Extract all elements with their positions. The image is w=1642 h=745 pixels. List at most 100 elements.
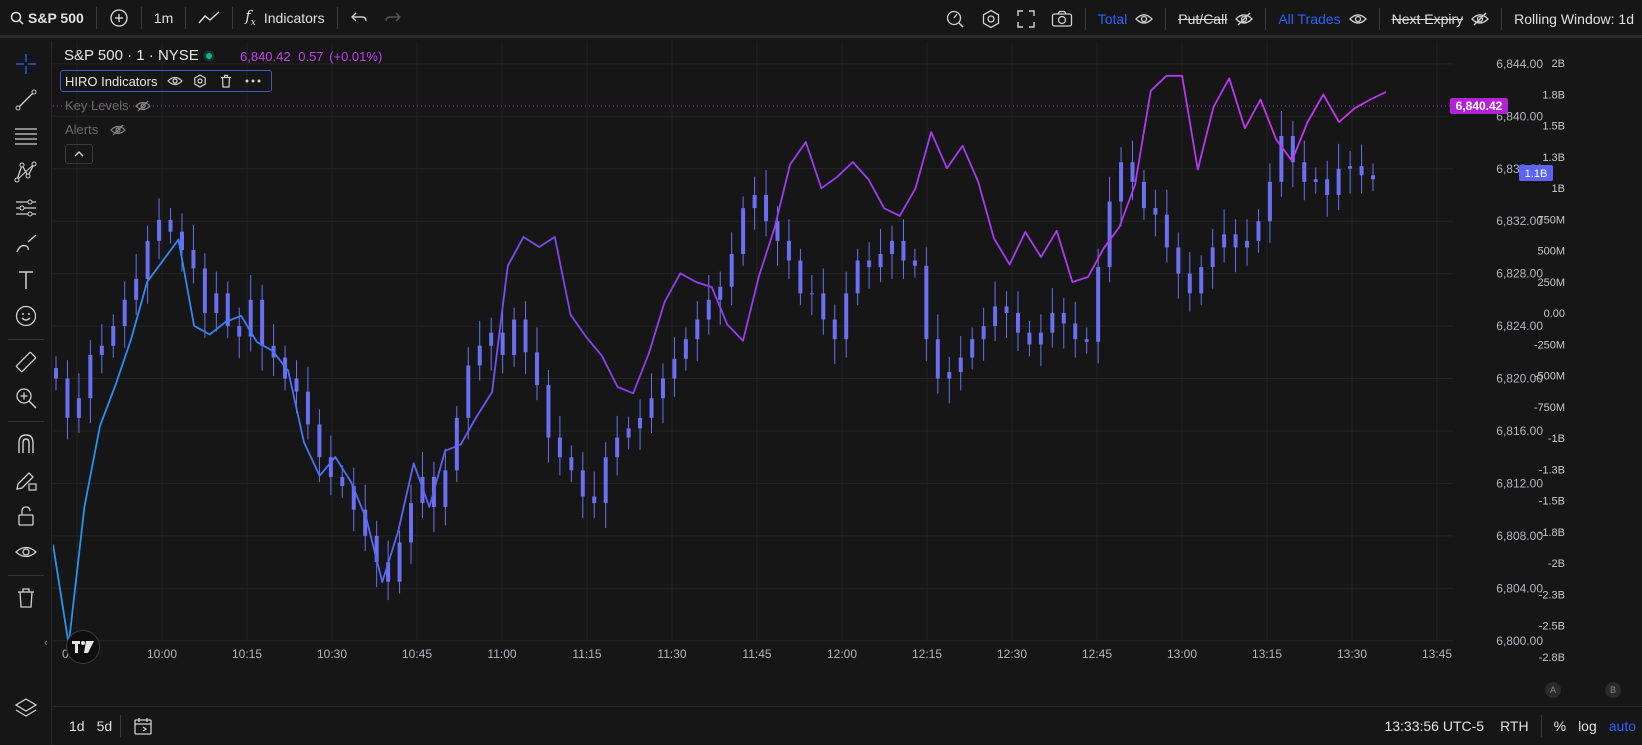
key-levels-label: Key Levels xyxy=(65,98,129,113)
forecast-tool[interactable] xyxy=(13,195,39,221)
session-button[interactable]: RTH xyxy=(1500,718,1529,734)
divider xyxy=(185,6,187,29)
more-icon[interactable] xyxy=(245,79,261,83)
legend-symbol-title[interactable]: S&P 500 · 1 · NYSE xyxy=(64,47,199,64)
candle-body xyxy=(546,385,551,438)
price-tick-label: 6,824.00 xyxy=(1496,319,1543,333)
putcall-toggle[interactable]: Put/Call xyxy=(1170,0,1261,38)
divider xyxy=(1378,8,1380,30)
candle-body xyxy=(1325,179,1330,195)
candle-body xyxy=(603,457,608,504)
undo-button[interactable] xyxy=(342,0,376,35)
legend-price-readout: 6,840.42 0.57 (+0.01%) xyxy=(240,49,382,64)
price-tick-label: 6,840.00 xyxy=(1496,109,1543,123)
candle-body xyxy=(912,260,917,266)
alltrades-toggle[interactable]: All Trades xyxy=(1270,0,1374,38)
scale-a-button[interactable]: A xyxy=(1545,682,1561,698)
candle-body xyxy=(214,293,219,313)
total-toggle[interactable]: Total xyxy=(1090,0,1162,38)
indicators-button[interactable]: fx Indicators xyxy=(237,0,332,35)
drawing-toolbar: ‹ xyxy=(0,41,52,745)
candle-body xyxy=(65,378,70,418)
pencil-lock-icon xyxy=(16,472,37,491)
lock-tool[interactable] xyxy=(13,503,39,529)
goto-date-button[interactable] xyxy=(125,707,161,745)
divider xyxy=(336,6,338,29)
symbol-search[interactable]: S&P 500 xyxy=(0,0,92,35)
eye-icon xyxy=(15,546,37,558)
candle-body xyxy=(294,378,299,392)
time-tick-label: 12:30 xyxy=(997,647,1027,661)
chart-pane[interactable]: 09:4510:0010:1510:3010:4511:0011:1511:30… xyxy=(53,41,1642,669)
eye-icon[interactable] xyxy=(167,75,184,87)
candle-body xyxy=(878,253,883,268)
time-tick-label: 13:30 xyxy=(1337,647,1367,661)
nextexpiry-label: Next Expiry xyxy=(1391,11,1464,27)
redo-button[interactable] xyxy=(376,0,410,35)
candle-body xyxy=(1302,162,1307,182)
candle-body xyxy=(832,319,837,340)
log-scale-button[interactable]: log xyxy=(1578,718,1597,734)
settings-button[interactable] xyxy=(973,0,1009,38)
eye-off-icon[interactable] xyxy=(134,100,151,112)
candle-body xyxy=(993,306,998,327)
undo-icon xyxy=(350,12,367,21)
collapse-sidebar-icon[interactable]: ‹ xyxy=(44,637,48,649)
auto-scale-button[interactable]: auto xyxy=(1608,718,1636,734)
percent-scale-button[interactable]: % xyxy=(1553,718,1567,734)
object-tree-button[interactable] xyxy=(13,695,39,721)
fib-tool[interactable] xyxy=(13,123,39,149)
candle-body xyxy=(260,299,265,346)
settings-icon[interactable] xyxy=(193,74,207,88)
replay-button[interactable] xyxy=(937,0,973,38)
alerts-legend[interactable]: Alerts xyxy=(65,122,127,137)
candle-body xyxy=(466,365,471,418)
candle-body xyxy=(981,326,986,340)
eye-off-icon[interactable] xyxy=(110,124,127,136)
clock-readout[interactable]: 13:33:56 UTC-5 xyxy=(1384,718,1485,734)
chevron-up-icon xyxy=(74,151,84,157)
fullscreen-button[interactable] xyxy=(1009,0,1043,38)
hiro-indicator-legend[interactable]: HIRO Indicators xyxy=(60,70,272,92)
zoom-tool[interactable] xyxy=(13,385,39,411)
range-1d-button[interactable]: 1d xyxy=(69,718,85,734)
pattern-tool[interactable] xyxy=(13,159,39,185)
compare-button[interactable] xyxy=(101,0,137,35)
divider xyxy=(8,421,44,422)
collapse-legend-button[interactable] xyxy=(65,144,93,164)
candle-body xyxy=(489,332,494,346)
divider xyxy=(1084,8,1086,30)
hiro-tick-label: 2B xyxy=(1552,58,1565,70)
trendline-tool[interactable] xyxy=(13,87,39,113)
text-icon xyxy=(19,271,33,289)
brush-tool[interactable] xyxy=(13,231,39,257)
hiro-tick-label: -2.3B xyxy=(1539,589,1565,601)
nextexpiry-toggle[interactable]: Next Expiry xyxy=(1384,0,1498,38)
key-levels-legend[interactable]: Key Levels xyxy=(65,98,151,113)
chart-type-button[interactable] xyxy=(190,0,228,35)
candle-body xyxy=(1027,332,1032,345)
lock-drawings-tool[interactable] xyxy=(13,467,39,493)
scale-b-button[interactable]: B xyxy=(1605,682,1621,698)
hide-tool[interactable] xyxy=(13,539,39,565)
crosshair-icon xyxy=(16,54,36,74)
screenshot-button[interactable] xyxy=(1043,0,1081,38)
hexagon-gear-icon xyxy=(982,9,999,29)
hiro-tick-label: -1B xyxy=(1548,433,1565,445)
trash-icon[interactable] xyxy=(219,74,233,88)
tradingview-logo[interactable] xyxy=(66,630,100,664)
text-tool[interactable] xyxy=(13,267,39,293)
emoji-tool[interactable] xyxy=(13,303,39,329)
range-5d-button[interactable]: 5d xyxy=(96,718,113,734)
total-label: Total xyxy=(1097,11,1128,27)
divider xyxy=(140,6,142,29)
trash-icon xyxy=(18,588,34,608)
interval-button[interactable]: 1m xyxy=(153,9,174,26)
magnet-tool[interactable] xyxy=(13,431,39,457)
smiley-icon xyxy=(15,305,37,327)
delete-tool[interactable] xyxy=(13,585,39,611)
rolling-window-button[interactable]: Rolling Window: 1d xyxy=(1514,11,1634,27)
measure-tool[interactable] xyxy=(13,349,39,375)
divider xyxy=(1501,8,1503,30)
crosshair-tool[interactable] xyxy=(13,51,39,77)
